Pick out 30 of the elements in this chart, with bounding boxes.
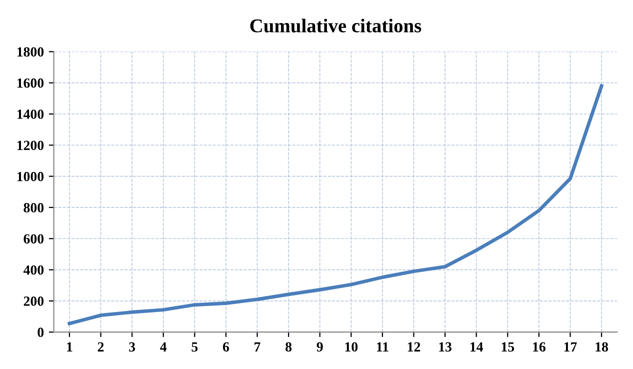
chart-title: Cumulative citations bbox=[250, 18, 422, 32]
y-tick-label: 200 bbox=[24, 296, 44, 306]
y-tick-label: 1400 bbox=[17, 110, 44, 119]
y-tick-label: 1800 bbox=[17, 47, 44, 57]
x-tick-label: 2 bbox=[98, 342, 104, 352]
x-tick-label: 7 bbox=[254, 342, 260, 352]
x-tick-label: 18 bbox=[596, 342, 608, 352]
x-tick-label: 5 bbox=[192, 342, 198, 352]
y-tick-label: 600 bbox=[24, 234, 44, 244]
y-tick-label: 1600 bbox=[17, 78, 44, 88]
x-tick-label: 8 bbox=[286, 342, 292, 352]
y-tick-label: 0 bbox=[38, 328, 44, 338]
x-tick-label: 11 bbox=[376, 342, 388, 352]
y-tick-label: 1000 bbox=[17, 172, 44, 182]
x-tick-label: 1 bbox=[67, 342, 72, 352]
x-tick-label: 13 bbox=[439, 342, 452, 352]
x-tick-label: 10 bbox=[345, 342, 358, 352]
x-tick-label: 3 bbox=[129, 342, 136, 352]
x-tick-label: 9 bbox=[316, 342, 323, 352]
x-tick-label: 17 bbox=[564, 342, 577, 352]
y-tick-label: 400 bbox=[23, 265, 44, 275]
x-tick-label: 6 bbox=[222, 342, 230, 352]
x-tick-label: 4 bbox=[160, 342, 167, 352]
x-tick-label: 14 bbox=[470, 342, 484, 352]
x-tick-label: 16 bbox=[533, 342, 546, 352]
y-tick-label: 800 bbox=[24, 203, 44, 212]
y-tick-label: 1200 bbox=[17, 140, 44, 150]
x-tick-label: 15 bbox=[502, 342, 514, 352]
x-tick-label: 12 bbox=[408, 342, 420, 352]
line-series bbox=[68, 84, 604, 326]
